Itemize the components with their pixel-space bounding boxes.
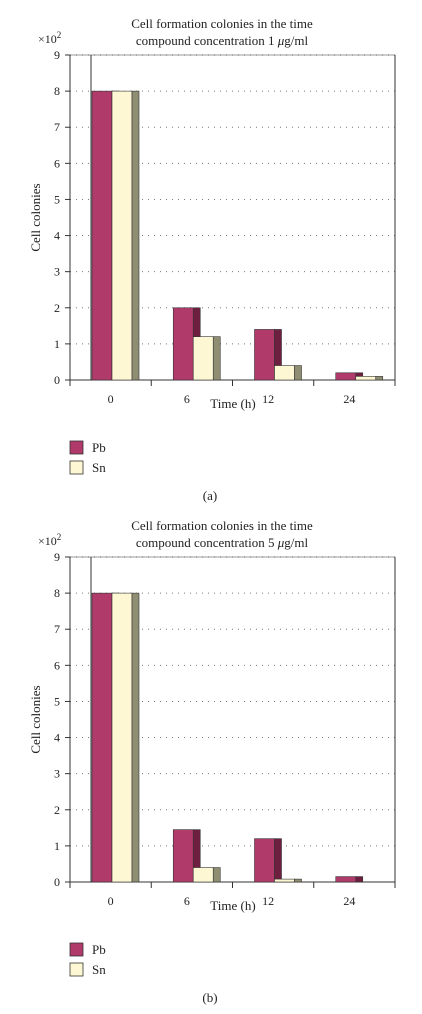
bar-side-pb-12: [274, 838, 282, 883]
bar-pb-12: [254, 329, 275, 381]
chart-panel-b: Cell formation colonies in the time compo…: [0, 502, 422, 1009]
legend-label-sn: Sn: [92, 962, 106, 977]
y-tick-label: 7: [54, 622, 60, 636]
bar-side-sn-6: [212, 867, 221, 883]
y-axis-label: Cell colonies: [28, 183, 43, 251]
chart-title-line1: Cell formation colonies in the time: [131, 16, 313, 31]
bar-sn-6: [192, 336, 214, 381]
x-axis-label: Time (h): [210, 898, 255, 913]
bar-side-sn-24: [375, 376, 384, 381]
x-tick-label: 12: [262, 894, 274, 908]
y-tick-label: 0: [54, 875, 60, 889]
y-tick-label: 2: [54, 301, 60, 315]
bar-sn-12: [274, 878, 295, 883]
x-tick-label: 6: [184, 392, 190, 406]
y-tick-label: 9: [54, 550, 60, 564]
chart-b: Cell formation colonies in the time compo…: [28, 518, 396, 1005]
chart-title-line2: compound concentration 1 μg/ml: [136, 33, 309, 48]
panel-caption: (b): [202, 990, 217, 1005]
y-scale-prefix: ×10: [38, 32, 57, 46]
y-tick-label: 8: [54, 84, 60, 98]
bar-side-sn-12: [294, 365, 302, 381]
bar-pb-24: [335, 876, 357, 883]
legend-swatch-sn: [69, 962, 84, 977]
y-tick-label: 6: [54, 658, 60, 672]
x-tick-label: 6: [184, 894, 190, 908]
legend-swatch-pb: [69, 440, 84, 455]
legend-swatch-sn: [69, 460, 84, 475]
x-axis-label: Time (h): [210, 396, 255, 411]
bar-pb-6: [172, 307, 194, 381]
bar-pb-24: [335, 372, 357, 381]
x-tick-label: 0: [108, 894, 114, 908]
y-scale-prefix: ×10: [38, 534, 57, 548]
y-tick-label: 0: [54, 373, 60, 387]
bar-pb-0: [91, 592, 113, 883]
chart-a: Cell formation colonies in the time compo…: [28, 16, 396, 503]
legend-label-sn: Sn: [92, 460, 106, 475]
bar-side-sn-6: [212, 336, 221, 381]
bar-side-sn-0: [131, 592, 140, 883]
x-tick-label: 24: [343, 392, 355, 406]
chart-title-line1: Cell formation colonies in the time: [131, 518, 313, 533]
bar-pb-12: [254, 838, 275, 883]
y-scale-exponent: 2: [57, 30, 62, 40]
y-tick-label: 5: [54, 694, 60, 708]
x-tick-label: 12: [262, 392, 274, 406]
bar-sn-0: [111, 90, 133, 381]
bar-sn-0: [111, 592, 133, 883]
y-tick-label: 9: [54, 48, 60, 62]
bar-sn-24: [355, 376, 377, 381]
title-line2-prefix: compound concentration 1: [136, 33, 278, 48]
chart-title-line2: compound concentration 5 μg/ml: [136, 535, 309, 550]
title-line2-prefix: compound concentration 5: [136, 535, 278, 550]
y-tick-label: 7: [54, 120, 60, 134]
y-tick-label: 6: [54, 156, 60, 170]
y-tick-label: 8: [54, 586, 60, 600]
bar-sn-12: [274, 365, 295, 381]
y-tick-label: 2: [54, 803, 60, 817]
title-line2-suffix: g/ml: [284, 33, 308, 48]
panel-caption: (a): [203, 488, 217, 503]
y-tick-label: 5: [54, 192, 60, 206]
x-tick-label: 24: [343, 894, 355, 908]
y-tick-label: 3: [54, 767, 60, 781]
bar-side-sn-0: [131, 90, 140, 381]
bar-pb-0: [91, 90, 113, 381]
legend-swatch-pb: [69, 942, 84, 957]
y-tick-label: 4: [54, 731, 60, 745]
y-scale-multiplier: ×102: [38, 532, 61, 548]
legend-label-pb: Pb: [92, 942, 106, 957]
y-tick-label: 1: [54, 337, 60, 351]
bar-side-pb-24: [355, 876, 364, 883]
title-line2-mu: μ: [277, 33, 285, 48]
chart-panel-a: Cell formation colonies in the time compo…: [28, 16, 396, 503]
bar-sn-6: [192, 867, 214, 883]
y-tick-label: 1: [54, 839, 60, 853]
bar-pb-6: [172, 829, 194, 883]
y-scale-multiplier: ×102: [38, 30, 61, 46]
title-line2-mu: μ: [277, 535, 285, 550]
legend-label-pb: Pb: [92, 440, 106, 455]
y-tick-label: 4: [54, 229, 60, 243]
y-scale-exponent: 2: [57, 532, 62, 542]
x-tick-label: 0: [108, 392, 114, 406]
bar-side-sn-12: [294, 878, 302, 883]
y-tick-label: 3: [54, 265, 60, 279]
title-line2-suffix: g/ml: [284, 535, 308, 550]
y-axis-label: Cell colonies: [28, 685, 43, 753]
